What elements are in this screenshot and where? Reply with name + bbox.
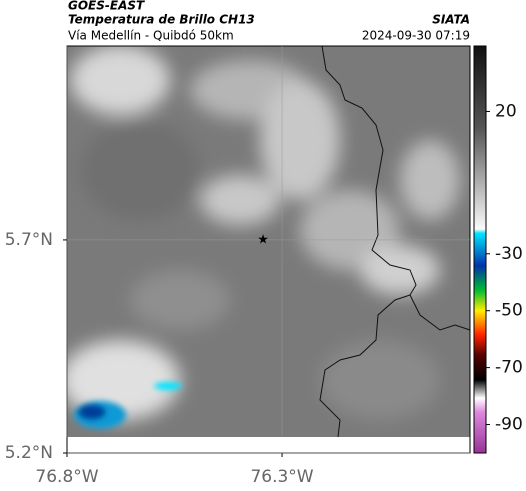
location-marker: ★ [257,232,269,247]
source: SIATA [432,13,470,27]
title: GOES-EAST [68,0,145,13]
colorbar-label: -90 [495,415,523,435]
colorbar [473,45,487,454]
colorbar-label: 20 [495,101,517,121]
satellite-image [67,46,470,437]
datetime: 2024-09-30 07:19 [362,29,470,43]
y-tick-label: 5.2°N [5,443,53,463]
x-tick-label: 76.8°W [35,467,98,487]
colorbar-label: -70 [495,358,523,378]
x-tick-label: 76.3°W [250,467,313,487]
y-tick-label: 5.7°N [5,230,53,250]
borders [319,45,471,438]
region: Vía Medellín - Quibdó 50km [68,29,234,43]
colorbar-label: -50 [495,301,523,321]
colorbar-label: -30 [495,244,523,264]
subtitle: Temperatura de Brillo CH13 [68,13,255,27]
